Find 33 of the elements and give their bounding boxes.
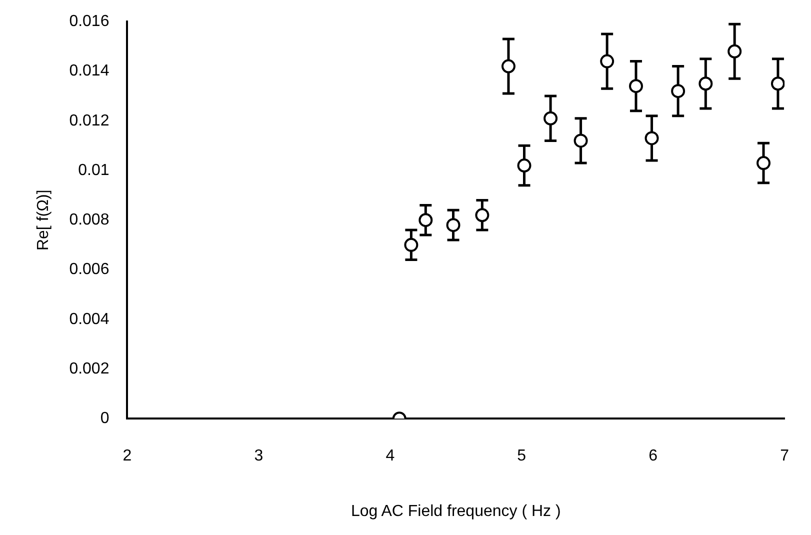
point	[517, 158, 532, 173]
point	[418, 213, 433, 228]
point	[629, 79, 643, 94]
y-tick-label: 0	[100, 410, 110, 428]
point	[644, 131, 659, 146]
y-tick-label: 0.008	[69, 212, 110, 229]
point	[600, 54, 614, 68]
y-tick-label: 0.006	[69, 261, 110, 278]
point	[671, 84, 686, 98]
x-tick-label: 2	[122, 448, 132, 465]
y-tick-label: 0.014	[69, 62, 110, 80]
point	[404, 238, 418, 252]
point	[574, 134, 588, 148]
point	[756, 156, 771, 170]
y-tick-label: 0.012	[69, 112, 110, 130]
y-tick-label: 0.016	[69, 13, 110, 30]
x-axis-title: Log AC Field frequency ( Hz )	[350, 502, 561, 520]
point	[770, 76, 785, 91]
point	[446, 218, 460, 232]
point	[698, 76, 713, 91]
y-tick-label: 0.01	[78, 162, 110, 179]
y-tick-label: 0.004	[69, 310, 110, 328]
point	[728, 44, 742, 58]
x-tick-label: 6	[648, 448, 658, 465]
y-tick-label: 0.002	[69, 360, 110, 378]
point	[475, 208, 490, 222]
point	[501, 59, 516, 74]
x-tick-label: 5	[517, 448, 526, 465]
y-axis-title: Re[ f(Ω)]	[35, 190, 52, 251]
x-tick-label: 4	[386, 448, 395, 465]
point	[544, 111, 558, 126]
x-tick-label: 3	[254, 448, 264, 465]
x-tick-label: 7	[780, 448, 790, 465]
